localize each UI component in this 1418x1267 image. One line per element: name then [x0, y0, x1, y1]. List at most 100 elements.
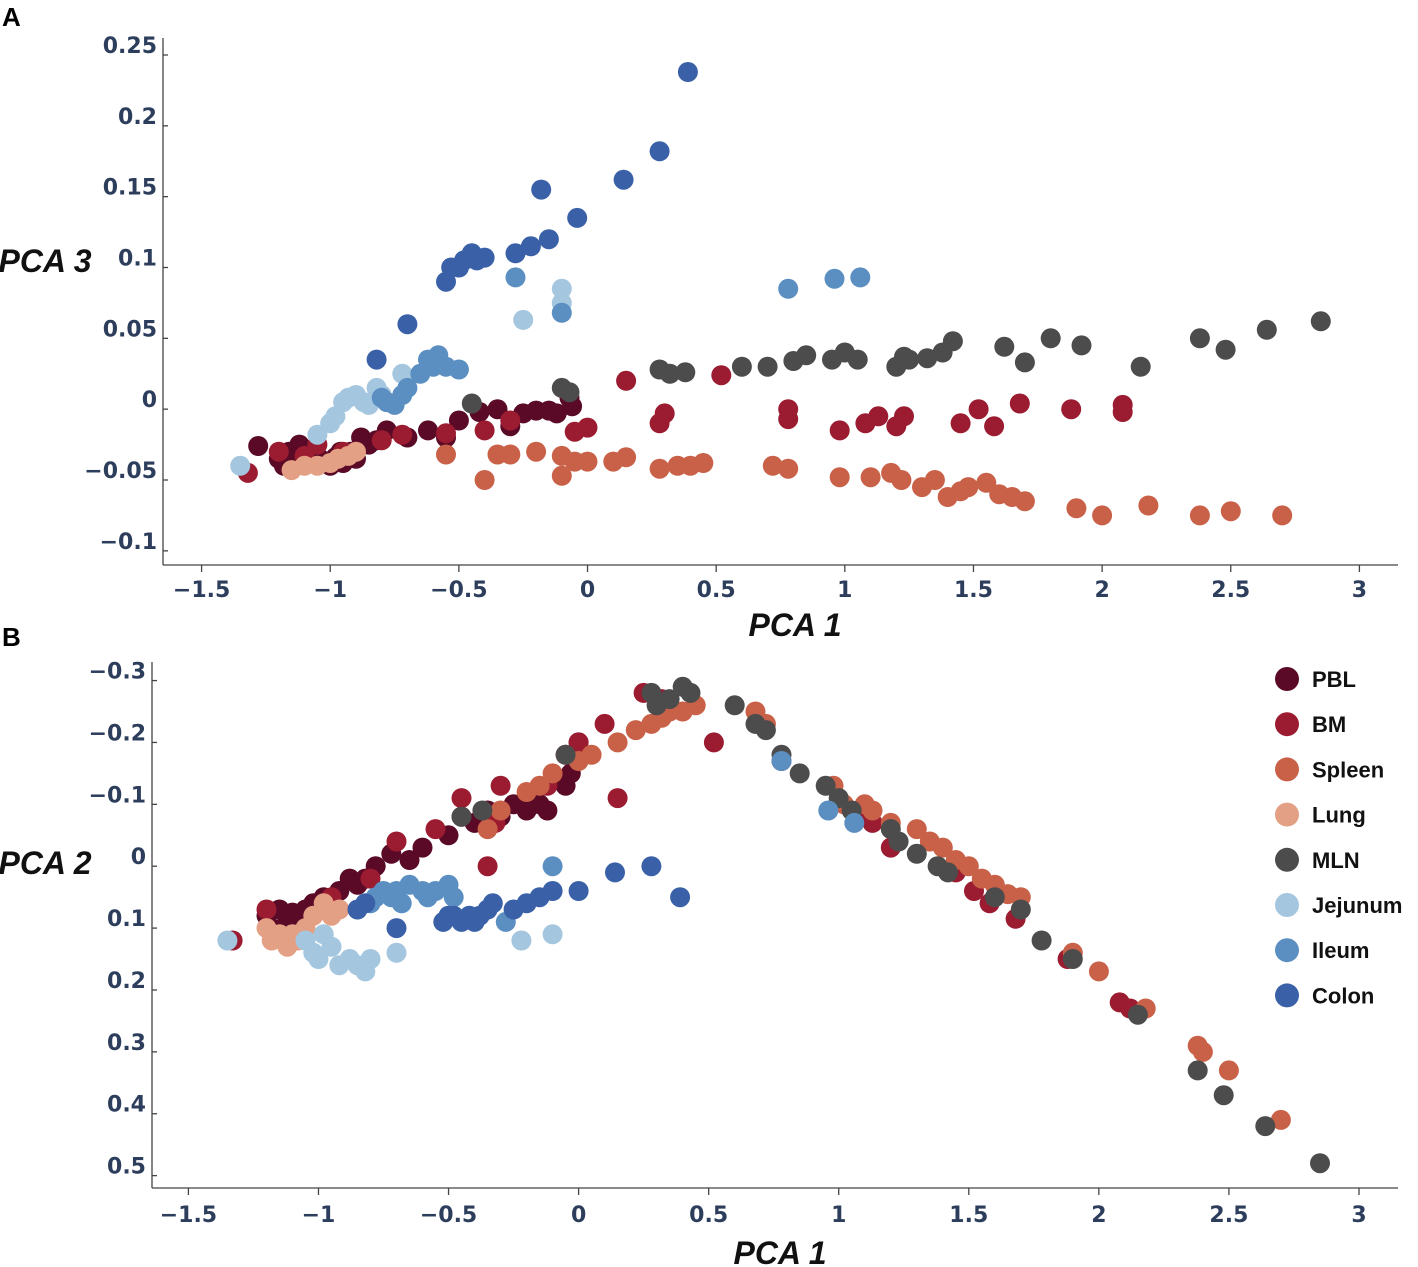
data-point-mln	[1189, 328, 1210, 349]
data-point-bm	[477, 856, 498, 877]
data-point-mln	[1310, 311, 1331, 332]
data-point-bm	[256, 899, 277, 920]
data-point-spleen	[976, 472, 997, 493]
data-point-spleen	[1066, 498, 1087, 519]
data-point-spleen	[906, 819, 927, 840]
panel-a-x-tick-label: 2	[1094, 578, 1109, 603]
data-point-bm	[425, 819, 446, 840]
data-point-ileum	[448, 359, 469, 380]
data-point-colon	[474, 247, 495, 268]
panel-b-y-tick-label: −0.2	[89, 721, 146, 746]
data-point-spleen	[1014, 491, 1035, 512]
legend-label-colon: Colon	[1312, 983, 1374, 1008]
panel-b-x-tick-label: −1	[302, 1203, 336, 1228]
data-point-spleen	[1092, 505, 1113, 526]
data-point-bm	[1009, 393, 1030, 414]
data-point-mln	[659, 363, 680, 384]
data-point-colon	[649, 141, 670, 162]
panel-b-y-tick-label: −0.3	[89, 660, 146, 685]
data-point-bm	[778, 399, 799, 420]
data-point-bm	[594, 713, 615, 734]
panel-b-y-axis-title: PCA 2	[0, 845, 92, 881]
legend-marker-spleen	[1275, 757, 1299, 782]
data-point-mln	[1213, 1085, 1234, 1106]
data-point-pbl	[448, 410, 469, 431]
panel-letter-a: A	[2, 2, 21, 32]
data-point-ileum	[542, 856, 563, 877]
data-point-spleen	[924, 470, 945, 490]
data-point-mln	[1256, 319, 1277, 340]
data-point-spleen	[860, 467, 881, 488]
data-point-bm	[894, 406, 914, 427]
data-point-spleen	[762, 455, 783, 476]
data-point-mln	[757, 356, 778, 377]
panel-a-y-tick-label: 0.05	[103, 317, 157, 342]
data-point-spleen	[1270, 1109, 1291, 1130]
data-point-bm	[607, 788, 628, 809]
data-point-bm	[616, 370, 637, 391]
data-point-bm	[1112, 402, 1133, 422]
data-point-colon	[613, 169, 634, 190]
data-point-ileum	[818, 800, 839, 821]
data-point-ileum	[824, 268, 845, 289]
data-point-jejunum	[321, 936, 342, 957]
panel-a-x-tick-label: 2.5	[1211, 578, 1250, 603]
data-point-jejunum	[386, 942, 407, 963]
data-point-mln	[680, 682, 701, 703]
data-point-ileum	[505, 267, 526, 288]
data-point-jejunum	[513, 309, 534, 330]
panel-a-y-tick-label: −0.05	[84, 459, 157, 484]
data-point-ileum	[771, 751, 792, 771]
data-point-spleen	[891, 470, 912, 490]
data-point-colon	[641, 856, 662, 877]
data-point-mln	[1014, 352, 1035, 373]
data-point-ileum	[778, 278, 799, 299]
data-point-mln	[917, 348, 938, 369]
data-point-ileum	[397, 377, 418, 398]
data-point-spleen	[436, 444, 456, 465]
legend-marker-pbl	[1275, 667, 1299, 691]
data-point-spleen	[932, 837, 953, 858]
data-point-spleen	[477, 819, 498, 840]
data-point-colon	[520, 236, 541, 257]
data-point-jejunum	[307, 424, 328, 445]
data-point-mln	[1255, 1116, 1276, 1137]
data-point-mln	[789, 763, 810, 784]
data-point-spleen	[542, 763, 563, 784]
data-point-jejunum	[360, 949, 381, 969]
data-point-pbl	[546, 403, 567, 424]
legend-marker-jejunum	[1275, 893, 1299, 917]
panel-b-y-tick-label: 0	[131, 845, 146, 870]
panel-b-series-ileum	[360, 751, 865, 932]
legend-marker-colon	[1275, 983, 1299, 1008]
data-point-bm	[360, 868, 381, 889]
panel-b-x-axis-title: PCA 1	[733, 1235, 826, 1267]
data-point-colon	[386, 918, 407, 939]
panel-a-y-tick-label: 0.25	[103, 34, 157, 59]
data-point-spleen	[958, 477, 979, 498]
data-point-spleen	[1189, 505, 1210, 526]
panel-b-y-tick-label: −0.1	[89, 783, 146, 808]
data-point-mln	[1215, 339, 1236, 360]
data-point-spleen	[551, 465, 572, 486]
panel-a-y-tick-label: 0.2	[118, 105, 157, 130]
data-point-spleen	[577, 451, 598, 472]
data-point-mln	[888, 831, 909, 852]
data-point-spleen	[649, 458, 670, 479]
data-point-colon	[677, 62, 698, 82]
panel-b-y-tick-label: 0.5	[107, 1155, 146, 1180]
data-point-mln	[472, 800, 493, 821]
data-point-mln	[1127, 1004, 1148, 1025]
panel-b-x-tick-label: 2.5	[1209, 1203, 1248, 1228]
data-point-bm	[711, 365, 732, 386]
data-point-spleen	[607, 732, 628, 753]
data-point-spleen	[1220, 501, 1241, 522]
data-point-mln	[1062, 949, 1083, 969]
data-point-mln	[1187, 1060, 1208, 1081]
data-point-colon	[542, 881, 563, 901]
panel-a-x-tick-label: −0.5	[430, 578, 487, 603]
panel-letter-b: B	[2, 622, 21, 652]
panel-b-y-tick-label: 0.1	[107, 907, 146, 932]
panel-a-x-tick-label: 1	[837, 578, 852, 603]
data-point-bm	[968, 399, 989, 420]
